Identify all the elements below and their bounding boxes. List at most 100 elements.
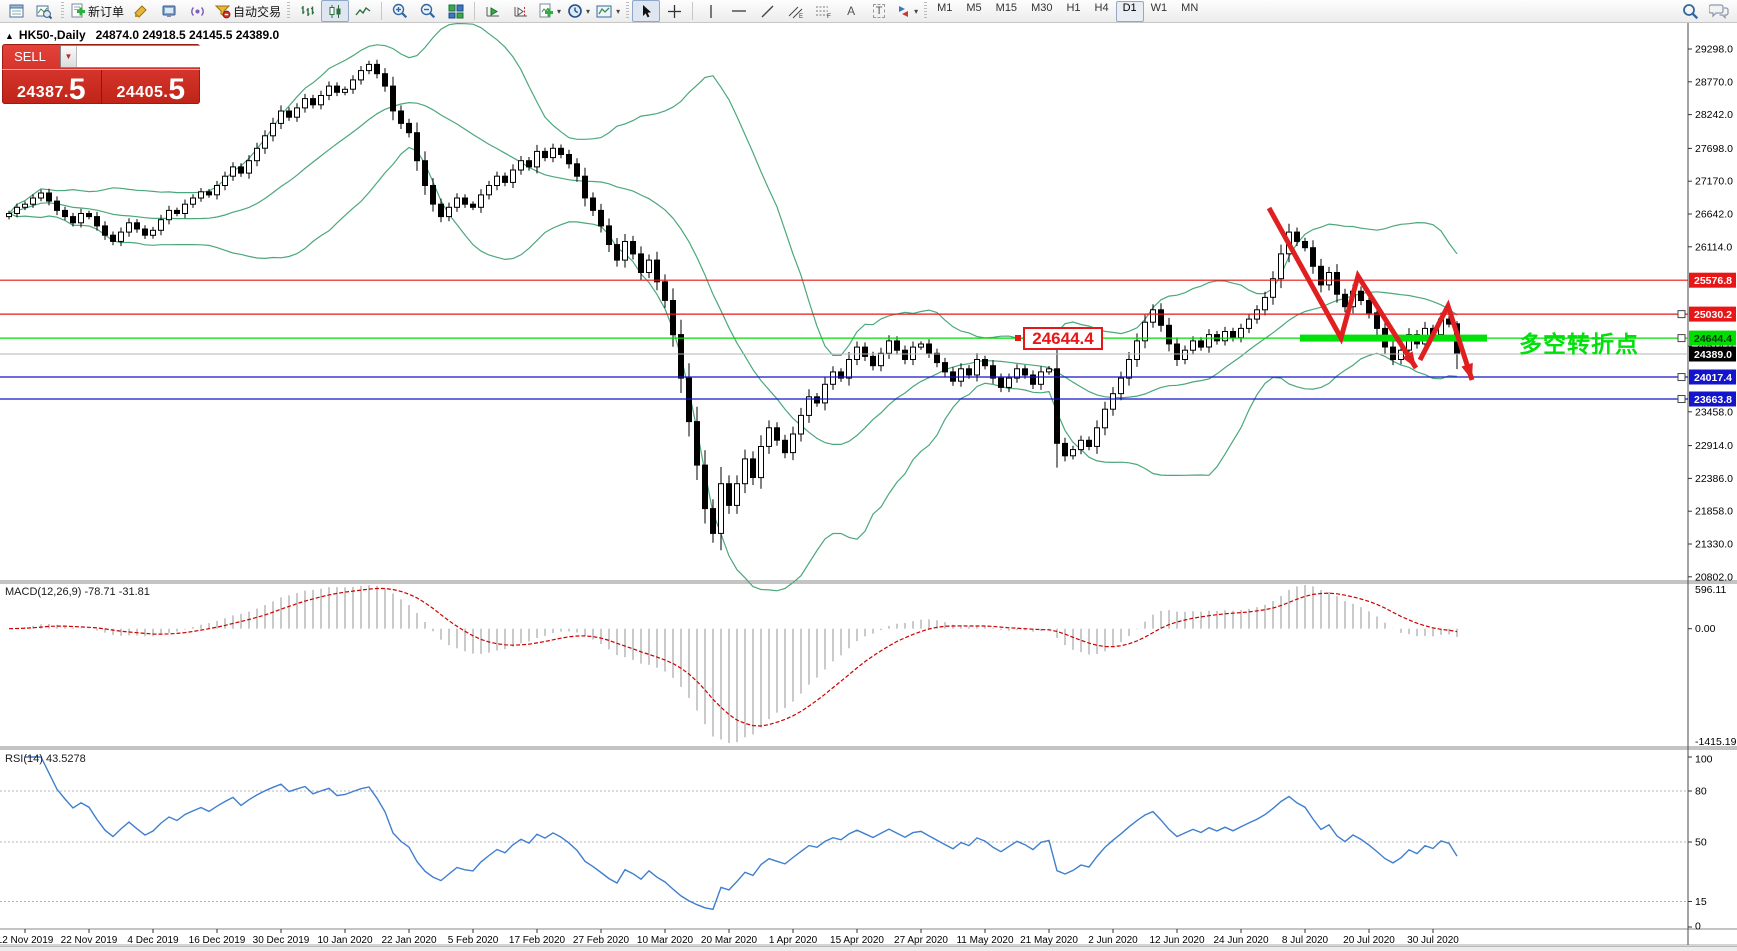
price-chart-canvas[interactable]: 29298.0 28770.0 28242.0 27698.0 27170.0 26642…	[0, 23, 1737, 946]
bollinger-bands	[8, 23, 1458, 592]
new-chart-icon	[538, 3, 554, 19]
hline-handle[interactable]	[1677, 373, 1686, 382]
svg-text:28242.0: 28242.0	[1695, 109, 1733, 121]
text-label-icon: T	[872, 4, 886, 18]
svg-text:26114.0: 26114.0	[1695, 241, 1732, 253]
svg-text:11 May 2020: 11 May 2020	[956, 935, 1014, 946]
text-button[interactable]: A	[837, 0, 865, 22]
collapse-panel-arrow[interactable]: ▲	[5, 31, 14, 41]
crosshair-button[interactable]	[660, 0, 688, 22]
svg-text:17 Feb 2020: 17 Feb 2020	[509, 935, 566, 946]
svg-text:25030.2: 25030.2	[1694, 309, 1732, 321]
search-icon[interactable]	[1682, 3, 1699, 20]
svg-text:22386.0: 22386.0	[1695, 473, 1733, 485]
volume-decrease-button[interactable]: ▼	[61, 46, 77, 67]
svg-text:12 Jun 2020: 12 Jun 2020	[1149, 935, 1204, 946]
equidistant-channel-icon: E	[787, 4, 804, 20]
arrows-button[interactable]: ▾	[893, 0, 921, 22]
trendline-button[interactable]	[753, 0, 781, 22]
macd-signal-line[interactable]	[8, 587, 1458, 727]
equidistant-channel-button[interactable]: E	[781, 0, 809, 22]
tf-w1[interactable]: W1	[1150, 1, 1168, 14]
horizontal-line-button[interactable]	[725, 0, 753, 22]
one-click-trading-panel: SELL ▼ ▲ BUY 24387.5 24405.5	[2, 44, 200, 104]
data-window-button[interactable]	[2, 0, 30, 22]
svg-text:-1415.19: -1415.19	[1695, 736, 1737, 748]
buy-price[interactable]: 24405. 5	[116, 72, 186, 104]
price-axis: 29298.0 28770.0 28242.0 27698.0 27170.0 26642…	[1688, 44, 1736, 583]
callout-anchor-handle[interactable]	[1015, 335, 1021, 341]
svg-text:F: F	[827, 13, 831, 19]
periods-button[interactable]: ▾	[564, 0, 593, 22]
templates-button[interactable]: ▾	[593, 0, 623, 22]
pane-borders	[0, 23, 1737, 946]
red-zigzag-arrow-2[interactable]	[1417, 299, 1475, 381]
hline-handle[interactable]	[1677, 334, 1686, 343]
tf-d1[interactable]: D1	[1115, 0, 1144, 22]
fibonacci-icon: F	[815, 4, 832, 20]
tf-m5[interactable]: M5	[966, 1, 982, 14]
svg-text:1 Apr 2020: 1 Apr 2020	[769, 935, 818, 946]
tile-windows-button[interactable]	[442, 0, 470, 22]
tf-m1[interactable]: M1	[937, 1, 953, 14]
auto-scroll-button[interactable]	[479, 0, 507, 22]
hline-handle[interactable]	[1677, 395, 1686, 404]
metaeditor-icon	[133, 4, 150, 19]
tf-mn[interactable]: MN	[1181, 1, 1199, 14]
svg-text:21330.0: 21330.0	[1695, 539, 1733, 551]
turning-point-thick-line[interactable]	[1300, 334, 1487, 342]
svg-text:2 Jun 2020: 2 Jun 2020	[1088, 935, 1138, 946]
svg-text:E: E	[799, 14, 803, 19]
zoom-out-button[interactable]	[414, 0, 442, 22]
sell-button[interactable]: SELL	[2, 48, 58, 65]
terminal-button[interactable]	[155, 0, 183, 22]
line-chart-button[interactable]	[349, 0, 377, 22]
bollinger-middle-band[interactable]	[8, 101, 1458, 445]
sell-price[interactable]: 24387. 5	[2, 70, 102, 104]
arrows-caret: ▾	[914, 6, 919, 16]
svg-text:12 Nov 2019: 12 Nov 2019	[0, 935, 54, 946]
svg-text:20 Jul 2020: 20 Jul 2020	[1343, 935, 1395, 946]
cursor-button[interactable]	[632, 0, 661, 22]
zoom-in-button[interactable]	[386, 0, 414, 22]
axis-label-current-price: 24389.0	[1689, 346, 1736, 362]
signals-button[interactable]	[183, 0, 211, 22]
tf-m15[interactable]: M15	[995, 1, 1018, 14]
hline-handle[interactable]	[1677, 310, 1686, 319]
svg-text:5 Feb 2020: 5 Feb 2020	[448, 935, 499, 946]
red-zigzag-arrow-1[interactable]	[1266, 206, 1419, 370]
trendline-icon	[760, 4, 775, 19]
chart-shift-button[interactable]	[507, 0, 535, 22]
metaeditor-button[interactable]	[127, 0, 155, 22]
timeframe-group: M1 M5 M15 M30 H1 H4 D1 W1 MN	[930, 0, 1205, 22]
fibonacci-button[interactable]: F	[809, 0, 837, 22]
data-window-icon	[9, 4, 24, 18]
bollinger-upper-band[interactable]	[8, 23, 1458, 356]
autotrading-button[interactable]: 自动交易	[211, 0, 284, 22]
volume-input[interactable]	[77, 46, 200, 67]
svg-text:29298.0: 29298.0	[1695, 44, 1733, 56]
window-bottom-edge	[0, 946, 1737, 951]
new-order-button[interactable]: 新订单	[67, 0, 127, 22]
text-label-button[interactable]: T	[865, 0, 893, 22]
new-chart-button[interactable]: ▾	[535, 0, 564, 22]
turning-point-annotation[interactable]: 多空转折点	[1519, 331, 1639, 357]
profiles-button[interactable]	[30, 0, 58, 22]
bollinger-lower-band[interactable]	[8, 146, 1458, 592]
tf-h4[interactable]: H4	[1094, 1, 1109, 14]
templates-icon	[596, 4, 613, 19]
price-callout-label[interactable]: 24644.4	[1023, 327, 1103, 350]
svg-text:10 Jan 2020: 10 Jan 2020	[317, 935, 372, 946]
vertical-line-button[interactable]	[697, 0, 725, 22]
tf-m30[interactable]: M30	[1031, 1, 1053, 14]
horizontal-lines	[0, 279, 1688, 404]
chart-title: ▲ HK50-,Daily 24874.0 24918.5 24145.5 2438…	[5, 28, 279, 42]
tf-h1[interactable]: H1	[1066, 1, 1081, 14]
svg-text:10 Mar 2020: 10 Mar 2020	[637, 935, 694, 946]
svg-text:4 Dec 2019: 4 Dec 2019	[127, 935, 179, 946]
candlestick-chart-button[interactable]	[321, 0, 350, 22]
svg-text:21858.0: 21858.0	[1695, 506, 1733, 518]
chat-icon[interactable]	[1708, 3, 1729, 20]
candles[interactable]	[6, 59, 1460, 551]
bar-chart-button[interactable]	[293, 0, 321, 22]
